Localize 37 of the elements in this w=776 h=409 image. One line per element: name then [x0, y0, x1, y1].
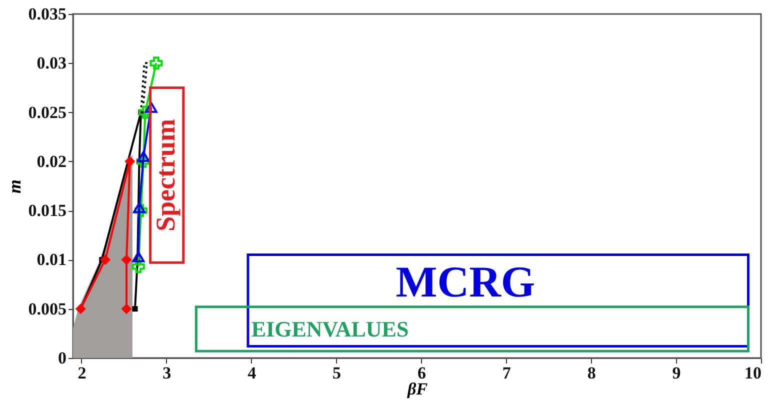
point [132, 306, 138, 312]
y-tick-label: 0.005 [28, 299, 66, 318]
y-tick-label: 0.035 [28, 4, 66, 24]
point [75, 304, 86, 314]
point [124, 156, 136, 167]
x-tick-label: 2 [78, 364, 86, 382]
x-tick-label: 10 [744, 364, 762, 382]
y-tick-label: 0.03 [36, 54, 66, 73]
point [138, 106, 152, 119]
point [132, 251, 145, 262]
annotation: EIGENVALUES [251, 316, 409, 342]
annotation: MCRG [396, 257, 536, 306]
point [137, 154, 150, 168]
point [100, 254, 111, 265]
point [133, 202, 146, 214]
y-tick-label: 0.025 [28, 102, 66, 122]
annotation: Spectrum [150, 118, 180, 232]
x-tick-label: 4 [248, 364, 257, 382]
y-tick-label: 0.015 [28, 201, 66, 220]
point [137, 150, 150, 162]
y-tick-label: 0.02 [36, 152, 66, 171]
x-tick-label: 6 [417, 364, 426, 382]
point [134, 204, 148, 218]
x-tick-label: 8 [587, 364, 596, 382]
point [121, 254, 132, 265]
point [150, 56, 163, 70]
x-tick-label: 7 [502, 364, 512, 382]
y-tick-label: 0 [58, 348, 66, 368]
x-axis-title: βF [406, 380, 428, 398]
y-tick-label: 0.01 [36, 250, 66, 270]
x-tick-label: 3 [162, 364, 172, 382]
x-tick-label: 9 [672, 364, 681, 382]
x-tick-label: 5 [332, 364, 342, 382]
point [132, 260, 145, 274]
point [144, 102, 158, 113]
y-axis-title: m [4, 179, 24, 194]
point [121, 304, 132, 314]
